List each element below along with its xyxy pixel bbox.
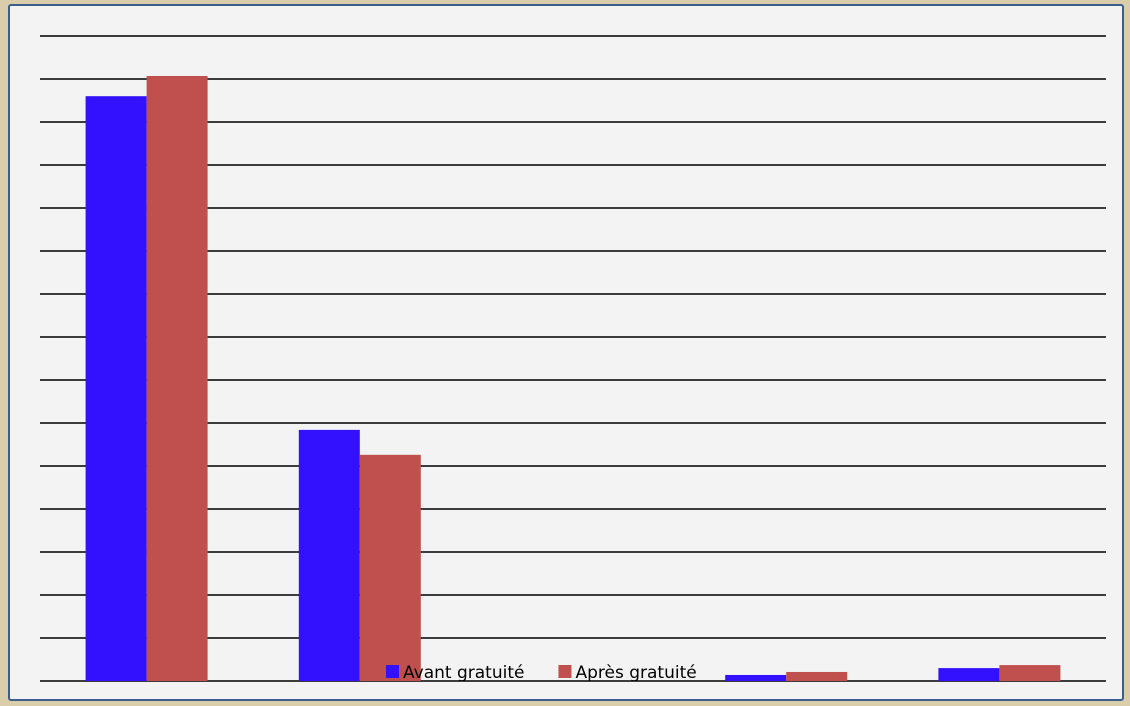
bar (725, 674, 787, 681)
legend-label: Après gratuité (575, 663, 696, 683)
bar (146, 75, 208, 682)
legend-label: Avant gratuité (403, 663, 524, 683)
bar (938, 668, 1000, 681)
bar (298, 429, 360, 681)
legend-swatch (386, 665, 399, 678)
bar (359, 454, 421, 681)
bar (85, 96, 147, 681)
legend-swatch (558, 665, 572, 678)
bar (786, 671, 848, 681)
bar (999, 665, 1061, 681)
